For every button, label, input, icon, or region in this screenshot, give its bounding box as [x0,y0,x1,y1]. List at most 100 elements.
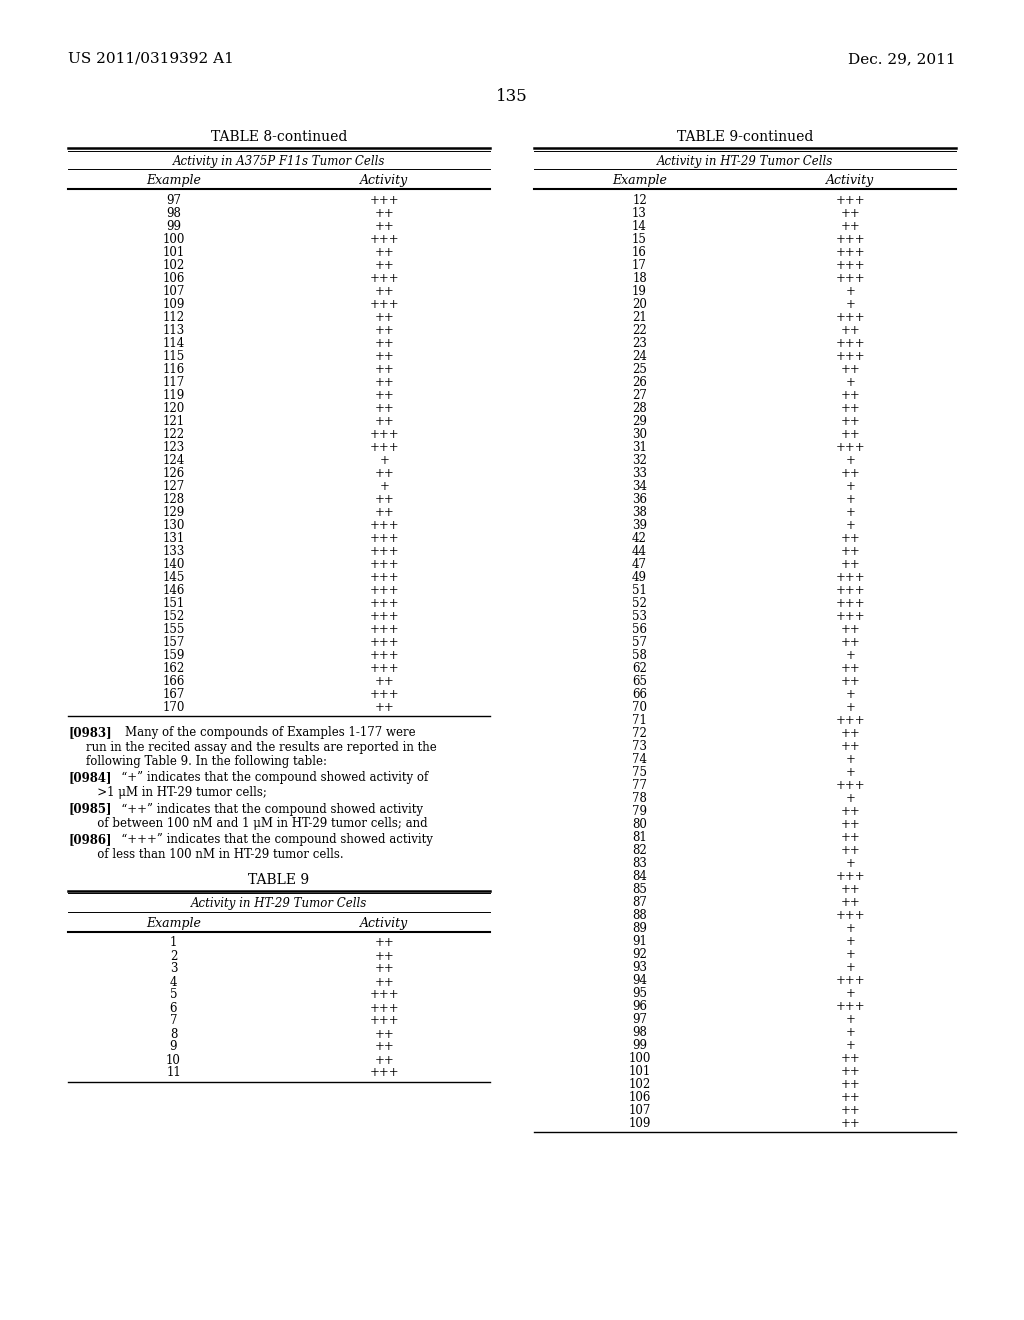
Text: +: + [846,921,855,935]
Text: 75: 75 [632,766,647,779]
Text: ++: ++ [375,1027,394,1040]
Text: 98: 98 [166,207,181,220]
Text: 91: 91 [632,935,647,948]
Text: ++: ++ [375,701,394,714]
Text: ++: ++ [841,207,860,220]
Text: +++: +++ [370,989,399,1002]
Text: +: + [846,752,855,766]
Text: 6: 6 [170,1002,177,1015]
Text: +++: +++ [370,649,399,663]
Text: ++: ++ [841,818,860,832]
Text: +++: +++ [370,636,399,649]
Text: 130: 130 [163,519,184,532]
Text: 18: 18 [632,272,647,285]
Text: ++: ++ [375,285,394,298]
Text: +++: +++ [370,1015,399,1027]
Text: ++: ++ [375,403,394,414]
Text: ++: ++ [375,949,394,962]
Text: +++: +++ [836,312,865,323]
Text: ++: ++ [841,636,860,649]
Text: Dec. 29, 2011: Dec. 29, 2011 [848,51,956,66]
Text: 52: 52 [632,597,647,610]
Text: +: + [846,285,855,298]
Text: 101: 101 [629,1065,650,1078]
Text: 112: 112 [163,312,184,323]
Text: ++: ++ [375,376,394,389]
Text: +++: +++ [836,974,865,987]
Text: 97: 97 [166,194,181,207]
Text: +++: +++ [836,350,865,363]
Text: +++: +++ [836,583,865,597]
Text: 4: 4 [170,975,177,989]
Text: +: + [846,454,855,467]
Text: 82: 82 [632,843,647,857]
Text: +++: +++ [370,623,399,636]
Text: +: + [846,376,855,389]
Text: ++: ++ [375,246,394,259]
Text: 53: 53 [632,610,647,623]
Text: 131: 131 [163,532,184,545]
Text: 20: 20 [632,298,647,312]
Text: US 2011/0319392 A1: US 2011/0319392 A1 [68,51,233,66]
Text: +++: +++ [370,1067,399,1080]
Text: run in the recited assay and the results are reported in the: run in the recited assay and the results… [86,741,437,754]
Text: TABLE 8-continued: TABLE 8-continued [211,129,347,144]
Text: 85: 85 [632,883,647,896]
Text: +++: +++ [370,545,399,558]
Text: 128: 128 [163,492,184,506]
Text: 21: 21 [632,312,647,323]
Text: +++: +++ [370,532,399,545]
Text: 151: 151 [163,597,184,610]
Text: 124: 124 [163,454,184,467]
Text: +++: +++ [836,441,865,454]
Text: ++: ++ [375,962,394,975]
Text: ++: ++ [841,741,860,752]
Text: 2: 2 [170,949,177,962]
Text: 83: 83 [632,857,647,870]
Text: Many of the compounds of Examples 1-177 were: Many of the compounds of Examples 1-177 … [110,726,416,739]
Text: +++: +++ [836,909,865,921]
Text: 51: 51 [632,583,647,597]
Text: +: + [846,1039,855,1052]
Text: 29: 29 [632,414,647,428]
Text: ++: ++ [375,350,394,363]
Text: 47: 47 [632,558,647,572]
Text: ++: ++ [841,727,860,741]
Text: 97: 97 [632,1012,647,1026]
Text: ++: ++ [841,532,860,545]
Text: 23: 23 [632,337,647,350]
Text: 13: 13 [632,207,647,220]
Text: ++: ++ [841,663,860,675]
Text: +: + [846,1026,855,1039]
Text: +: + [846,492,855,506]
Text: ++: ++ [375,414,394,428]
Text: +++: +++ [836,597,865,610]
Text: 74: 74 [632,752,647,766]
Text: 58: 58 [632,649,647,663]
Text: +++: +++ [836,246,865,259]
Text: 114: 114 [163,337,184,350]
Text: +++: +++ [370,558,399,572]
Text: 102: 102 [629,1078,650,1092]
Text: 80: 80 [632,818,647,832]
Text: 133: 133 [163,545,184,558]
Text: ++: ++ [375,506,394,519]
Text: ++: ++ [375,323,394,337]
Text: ++: ++ [841,1052,860,1065]
Text: ++: ++ [375,207,394,220]
Text: 25: 25 [632,363,647,376]
Text: +++: +++ [370,597,399,610]
Text: 101: 101 [163,246,184,259]
Text: [0986]: [0986] [68,833,112,846]
Text: +++: +++ [370,688,399,701]
Text: +++: +++ [836,714,865,727]
Text: 3: 3 [170,962,177,975]
Text: Activity: Activity [360,916,409,929]
Text: +++: +++ [370,610,399,623]
Text: TABLE 9-continued: TABLE 9-continued [677,129,813,144]
Text: 92: 92 [632,948,647,961]
Text: ++: ++ [375,467,394,480]
Text: 42: 42 [632,532,647,545]
Text: ++: ++ [375,1053,394,1067]
Text: 162: 162 [163,663,184,675]
